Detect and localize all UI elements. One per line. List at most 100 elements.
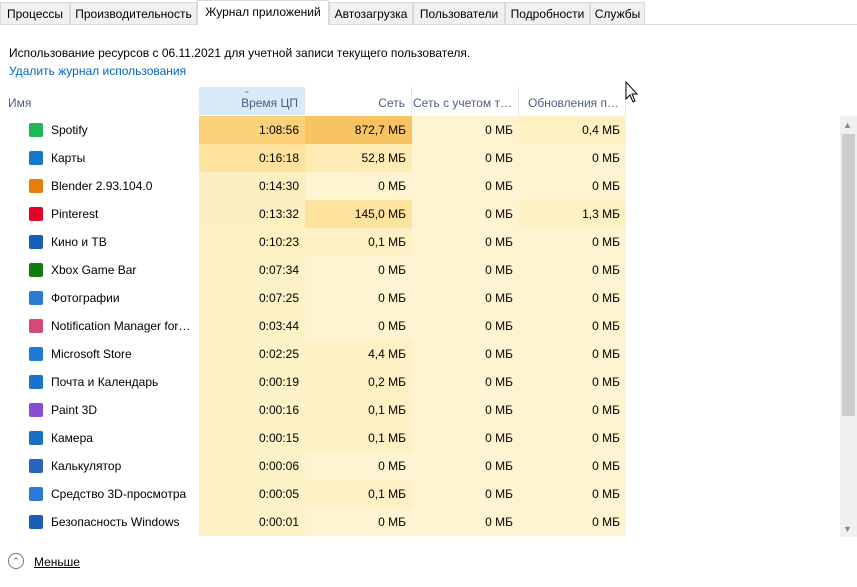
tab[interactable]: Автозагрузка — [329, 2, 413, 24]
app-name: Кино и ТВ — [51, 235, 107, 249]
column-header[interactable]: Сеть — [305, 87, 412, 115]
app-icon — [29, 375, 43, 389]
fewer-details[interactable]: Меньше — [34, 555, 80, 569]
table-cell: 0 МБ — [412, 452, 519, 480]
table-cell: 0 МБ — [519, 424, 626, 452]
table-cell: 52,8 МБ — [305, 144, 412, 172]
app-name: Калькулятор — [51, 459, 122, 473]
mouse-cursor — [625, 80, 639, 103]
table-cell: 0,1 МБ — [305, 396, 412, 424]
table-cell: 0 МБ — [412, 228, 519, 256]
table-cell: 0 МБ — [305, 508, 412, 536]
app-icon — [29, 319, 43, 333]
tab[interactable]: Производительность — [70, 2, 197, 24]
table-cell: 0:07:25 — [199, 284, 305, 312]
table-cell: 1:08:56 — [199, 116, 305, 144]
table-cell: 0,1 МБ — [305, 228, 412, 256]
table-cell: 0 МБ — [412, 368, 519, 396]
table-cell: 0 МБ — [412, 144, 519, 172]
app-name: Blender 2.93.104.0 — [51, 179, 153, 193]
table-cell: 0,4 МБ — [519, 116, 626, 144]
table-cell: 0 МБ — [412, 424, 519, 452]
column-header[interactable]: Обновления п… — [519, 87, 626, 115]
collapse-button[interactable]: ⌃ — [8, 553, 24, 569]
app-icon — [29, 151, 43, 165]
tab[interactable]: Процессы — [0, 2, 70, 24]
app-name: Камера — [51, 431, 93, 445]
table-cell: 0:10:23 — [199, 228, 305, 256]
table-cell: 145,0 МБ — [305, 200, 412, 228]
usage-text: Использование ресурсов с 06.11.2021 для … — [9, 46, 471, 60]
app-name: Почта и Календарь — [51, 375, 159, 389]
table-cell: 872,7 МБ — [305, 116, 412, 144]
table-cell: 0 МБ — [412, 200, 519, 228]
table-cell: 0 МБ — [519, 340, 626, 368]
table-cell: 0 МБ — [519, 396, 626, 424]
table-cell: 0 МБ — [519, 452, 626, 480]
table-cell: 0 МБ — [519, 228, 626, 256]
table-cell: 0:14:30 — [199, 172, 305, 200]
scrollbar[interactable]: ▲ ▼ — [840, 116, 857, 537]
table-cell: 0:02:25 — [199, 340, 305, 368]
tab[interactable]: Журнал приложений — [197, 0, 329, 25]
column-header[interactable]: Время ЦП — [199, 87, 305, 115]
table-cell: 0 МБ — [412, 508, 519, 536]
tab[interactable]: Подробности — [505, 2, 590, 24]
column-header[interactable]: Сеть с учетом т… — [412, 87, 519, 115]
tab[interactable]: Службы — [590, 2, 645, 24]
table-cell: 0 МБ — [305, 172, 412, 200]
sort-arrow: ⌄ — [243, 85, 251, 95]
app-icon — [29, 431, 43, 445]
table-cell: 0,1 МБ — [305, 480, 412, 508]
table-cell: 0 МБ — [519, 312, 626, 340]
tab-underline — [0, 24, 857, 25]
app-name: Фотографии — [51, 291, 120, 305]
app-icon — [29, 207, 43, 221]
app-icon — [29, 291, 43, 305]
app-icon — [29, 263, 43, 277]
table-cell: 0:00:19 — [199, 368, 305, 396]
table-cell: 0 МБ — [412, 256, 519, 284]
table-cell: 0 МБ — [412, 340, 519, 368]
table-cell: 0,2 МБ — [305, 368, 412, 396]
table-cell: 0 МБ — [305, 284, 412, 312]
app-icon — [29, 179, 43, 193]
tab[interactable]: Пользователи — [413, 2, 505, 24]
app-icon — [29, 487, 43, 501]
app-icon — [29, 123, 43, 137]
table-cell: 0 МБ — [305, 312, 412, 340]
table-cell: 0:00:01 — [199, 508, 305, 536]
app-name: Карты — [51, 151, 86, 165]
table-cell: 0:00:16 — [199, 396, 305, 424]
table-cell: 0 МБ — [519, 508, 626, 536]
app-icon — [29, 459, 43, 473]
table-cell: 0 МБ — [412, 172, 519, 200]
table-cell: 0:00:06 — [199, 452, 305, 480]
app-icon — [29, 515, 43, 529]
table-cell: 0 МБ — [412, 116, 519, 144]
table-cell: 0:16:18 — [199, 144, 305, 172]
table-cell: 0 МБ — [412, 396, 519, 424]
table-cell: 0 МБ — [412, 284, 519, 312]
delete-history-link[interactable]: Удалить журнал использования — [9, 64, 187, 78]
column-header[interactable]: Имя — [8, 96, 32, 110]
app-icon — [29, 235, 43, 249]
table-cell: 0 МБ — [305, 256, 412, 284]
app-name: Безопасность Windows — [51, 515, 180, 529]
table-cell: 0:00:15 — [199, 424, 305, 452]
app-name: Spotify — [51, 123, 88, 137]
table-cell: 0:13:32 — [199, 200, 305, 228]
table-cell: 0 МБ — [519, 256, 626, 284]
table-cell: 0 МБ — [412, 312, 519, 340]
table-cell: 0:07:34 — [199, 256, 305, 284]
table-cell: 0:00:05 — [199, 480, 305, 508]
table-cell: 0:03:44 — [199, 312, 305, 340]
table-cell: 0 МБ — [305, 452, 412, 480]
app-icon — [29, 347, 43, 361]
app-name: Notification Manager for… — [51, 319, 191, 333]
app-name: Microsoft Store — [51, 347, 132, 361]
app-name: Средство 3D-просмотра — [51, 487, 187, 501]
app-name: Xbox Game Bar — [51, 263, 137, 277]
table-cell: 0 МБ — [519, 144, 626, 172]
table-cell: 0 МБ — [519, 368, 626, 396]
